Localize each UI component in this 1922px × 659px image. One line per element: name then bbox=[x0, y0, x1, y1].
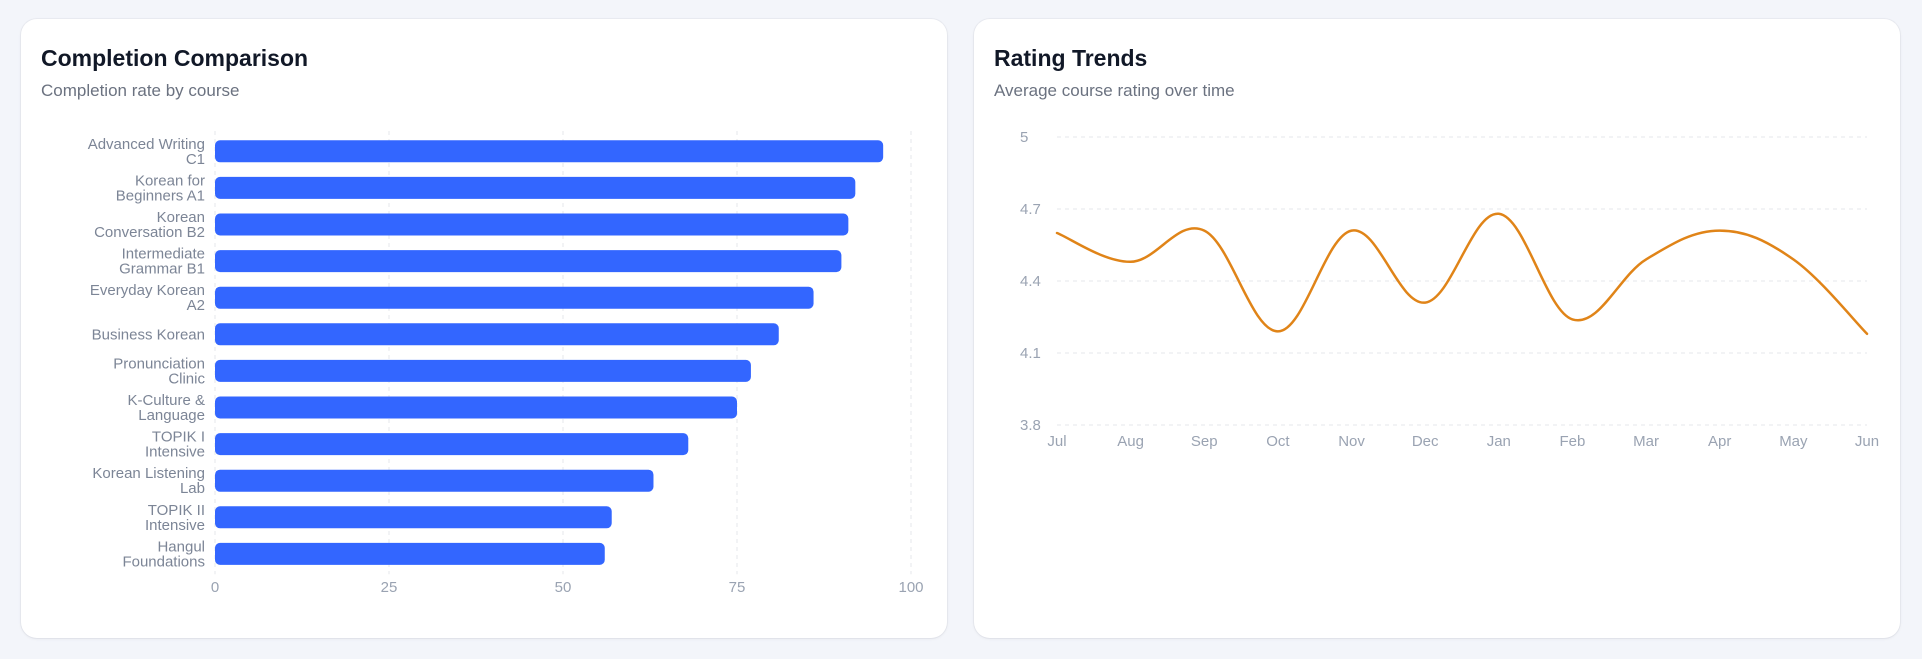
category-label: Advanced Writing C1 bbox=[88, 136, 205, 168]
bar[interactable] bbox=[215, 506, 612, 529]
x-tick-label: Mar bbox=[1633, 433, 1659, 450]
category-label: TOPIK I Intensive bbox=[145, 429, 205, 461]
completion-bar-chart: 0 25 50 75 100 Advanced Writing C1 Korean for Be… bbox=[88, 131, 924, 596]
category-label: K-Culture & Language bbox=[127, 392, 205, 424]
bar[interactable] bbox=[215, 396, 737, 419]
category-label: Korean Listening Lab bbox=[92, 465, 205, 497]
x-tick-label: 0 bbox=[211, 579, 219, 596]
x-tick-label: Sep bbox=[1191, 433, 1218, 450]
category-label: Hangul Foundations bbox=[122, 538, 205, 570]
x-tick-label: Dec bbox=[1412, 433, 1439, 450]
completion-chart-subtitle: Completion rate by course bbox=[41, 81, 240, 100]
bar[interactable] bbox=[215, 323, 779, 346]
x-tick-label: Jan bbox=[1487, 433, 1511, 450]
x-tick-label: 50 bbox=[555, 579, 572, 596]
x-tick-label: 25 bbox=[381, 579, 398, 596]
completion-chart-title: Completion Comparison bbox=[41, 45, 309, 71]
bar[interactable] bbox=[215, 359, 751, 382]
bar[interactable] bbox=[215, 140, 884, 163]
x-tick-label: May bbox=[1779, 433, 1808, 450]
x-tick-label: Aug bbox=[1117, 433, 1144, 450]
rating-line-chart: 3.8 4.1 4.4 4.7 5 Jul Aug Sep Oct Nov Dec Jan Feb Mar… bbox=[1020, 129, 1879, 450]
y-tick-label: 4.4 bbox=[1020, 273, 1041, 290]
bar[interactable] bbox=[215, 250, 842, 273]
x-tick-label: Nov bbox=[1338, 433, 1365, 450]
x-tick-label: Apr bbox=[1708, 433, 1731, 450]
y-tick-label: 4.7 bbox=[1020, 201, 1041, 218]
bar[interactable] bbox=[215, 542, 605, 565]
y-tick-label: 5 bbox=[1020, 129, 1028, 146]
x-tick-label: Feb bbox=[1560, 433, 1586, 450]
category-label: Everyday Korean A2 bbox=[90, 282, 205, 314]
y-tick-label: 3.8 bbox=[1020, 417, 1041, 434]
bar[interactable] bbox=[215, 469, 654, 492]
x-tick-label: Oct bbox=[1266, 433, 1290, 450]
rating-trends-card: Rating Trends Average course rating over… bbox=[974, 19, 1900, 638]
completion-comparison-card: Completion Comparison Completion rate by… bbox=[21, 19, 947, 638]
rating-series-line[interactable] bbox=[1055, 212, 1869, 336]
x-tick-label: 100 bbox=[898, 579, 923, 596]
bar[interactable] bbox=[215, 433, 689, 456]
rating-chart-subtitle: Average course rating over time bbox=[994, 81, 1235, 100]
x-tick-label: Jun bbox=[1855, 433, 1879, 450]
category-label: Korean Conversation B2 bbox=[94, 209, 205, 241]
category-label: TOPIK II Intensive bbox=[145, 502, 205, 534]
rating-chart-title: Rating Trends bbox=[994, 45, 1148, 71]
x-tick-label: Jul bbox=[1047, 433, 1066, 450]
category-label: Intermediate Grammar B1 bbox=[119, 246, 205, 278]
bar[interactable] bbox=[215, 176, 856, 199]
category-label: Korean for Beginners A1 bbox=[116, 172, 205, 204]
x-tick-label: 75 bbox=[729, 579, 746, 596]
bar[interactable] bbox=[215, 213, 849, 236]
bar[interactable] bbox=[215, 286, 814, 309]
category-label: Pronunciation Clinic bbox=[113, 355, 205, 387]
y-tick-label: 4.1 bbox=[1020, 345, 1041, 362]
category-label: Business Korean bbox=[92, 326, 205, 343]
